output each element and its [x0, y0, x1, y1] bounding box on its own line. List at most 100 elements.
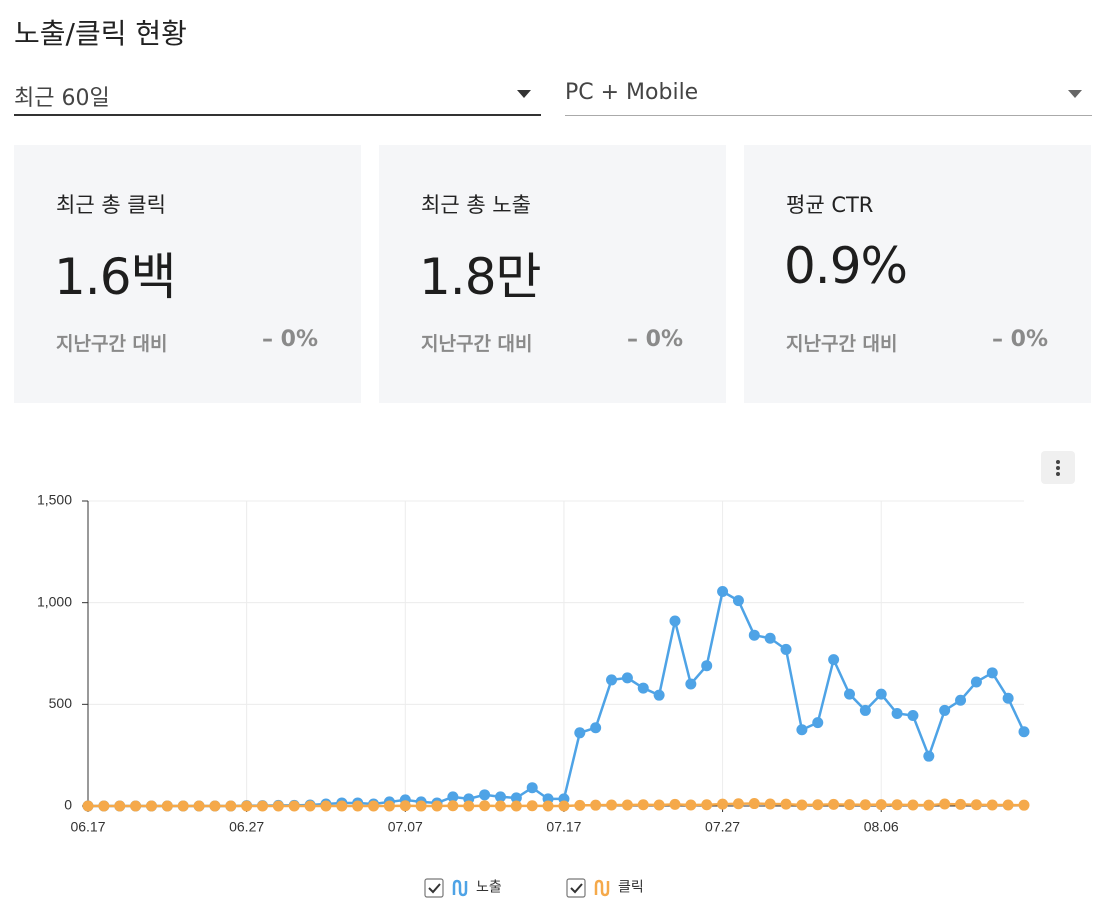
data-point [923, 750, 935, 762]
x-tick-label: 07.27 [705, 819, 740, 835]
menu-dot [1056, 472, 1060, 476]
data-point [717, 798, 729, 810]
legend-label[interactable]: 노출 [476, 879, 502, 895]
data-point [193, 800, 205, 812]
chart-menu-button[interactable] [1041, 451, 1075, 484]
data-point [955, 798, 967, 810]
data-point [685, 678, 697, 690]
dropdown-arrow [517, 90, 531, 98]
data-point [225, 800, 237, 812]
data-point [606, 674, 618, 686]
data-point [939, 798, 951, 810]
data-point [637, 682, 649, 694]
x-tick-label: 07.07 [388, 819, 423, 835]
data-point [510, 800, 522, 812]
data-point [717, 585, 729, 597]
data-point [161, 800, 173, 812]
data-point [209, 800, 221, 812]
data-point [875, 688, 887, 700]
data-point [780, 643, 792, 655]
card-label: 최근 총 클릭 [56, 193, 166, 217]
data-point [177, 800, 189, 812]
dropdown-label: PC + Mobile [565, 80, 699, 105]
data-point [828, 654, 840, 666]
data-point [859, 799, 871, 811]
card-value: 1.6백 [54, 248, 177, 306]
data-point [891, 707, 903, 719]
data-point [431, 800, 443, 812]
dropdown-label: 최근 60일 [14, 86, 110, 111]
legend-checkbox[interactable] [424, 878, 444, 898]
data-point [1002, 692, 1014, 704]
data-point [272, 800, 284, 812]
card-delta: – 0% [261, 327, 318, 352]
data-point [653, 799, 665, 811]
data-point [621, 672, 633, 684]
y-tick-label: 0 [64, 797, 72, 813]
data-point [859, 704, 871, 716]
legend-label[interactable]: 클릭 [618, 879, 644, 895]
summary-card: 최근 총 노출 1.8만 지난구간 대비 – 0% [379, 145, 726, 403]
data-point [336, 800, 348, 812]
data-point [796, 724, 808, 736]
card-compare-label: 지난구간 대비 [56, 333, 168, 355]
data-point [399, 800, 411, 812]
data-point [986, 667, 998, 679]
data-point [590, 799, 602, 811]
data-point [447, 791, 459, 803]
data-point [701, 799, 713, 811]
data-point [843, 688, 855, 700]
data-point [320, 800, 332, 812]
data-point [907, 710, 919, 722]
data-point [368, 800, 380, 812]
data-point [955, 694, 967, 706]
data-point [494, 791, 506, 803]
legend-icon [452, 879, 468, 897]
data-point [1002, 799, 1014, 811]
data-point [875, 799, 887, 811]
data-point [542, 800, 554, 812]
data-point [479, 800, 491, 812]
data-point [732, 595, 744, 607]
data-point [907, 799, 919, 811]
x-tick-label: 06.27 [229, 819, 264, 835]
legend-icon [594, 879, 610, 897]
data-point [637, 799, 649, 811]
legend-checkbox[interactable] [566, 878, 586, 898]
period-dropdown[interactable]: 최근 60일 [14, 72, 541, 116]
data-point [748, 629, 760, 641]
card-compare-label: 지난구간 대비 [786, 333, 898, 355]
card-delta: – 0% [626, 327, 683, 352]
data-point [621, 799, 633, 811]
data-point [352, 800, 364, 812]
data-point [669, 615, 681, 627]
data-point [494, 800, 506, 812]
device-dropdown[interactable]: PC + Mobile [565, 72, 1092, 116]
data-point [383, 800, 395, 812]
data-point [732, 798, 744, 810]
data-point [701, 660, 713, 672]
data-point [685, 799, 697, 811]
data-point [574, 727, 586, 739]
y-tick-label: 1,500 [37, 492, 72, 508]
data-point [748, 798, 760, 810]
data-point [257, 800, 269, 812]
data-point [606, 799, 618, 811]
card-value: 0.9% [784, 237, 908, 295]
y-tick-label: 500 [49, 695, 73, 711]
data-point [98, 800, 110, 812]
data-point [812, 717, 824, 729]
data-point [891, 799, 903, 811]
x-tick-label: 08.06 [864, 819, 899, 835]
legend-check [570, 883, 583, 894]
dropdown-arrow [1068, 90, 1082, 98]
y-tick-label: 1,000 [37, 593, 72, 609]
data-point [780, 798, 792, 810]
data-point [526, 800, 538, 812]
summary-card: 평균 CTR 0.9% 지난구간 대비 – 0% [744, 145, 1091, 403]
data-point [288, 800, 300, 812]
x-tick-label: 07.17 [546, 819, 581, 835]
data-point [510, 792, 522, 804]
